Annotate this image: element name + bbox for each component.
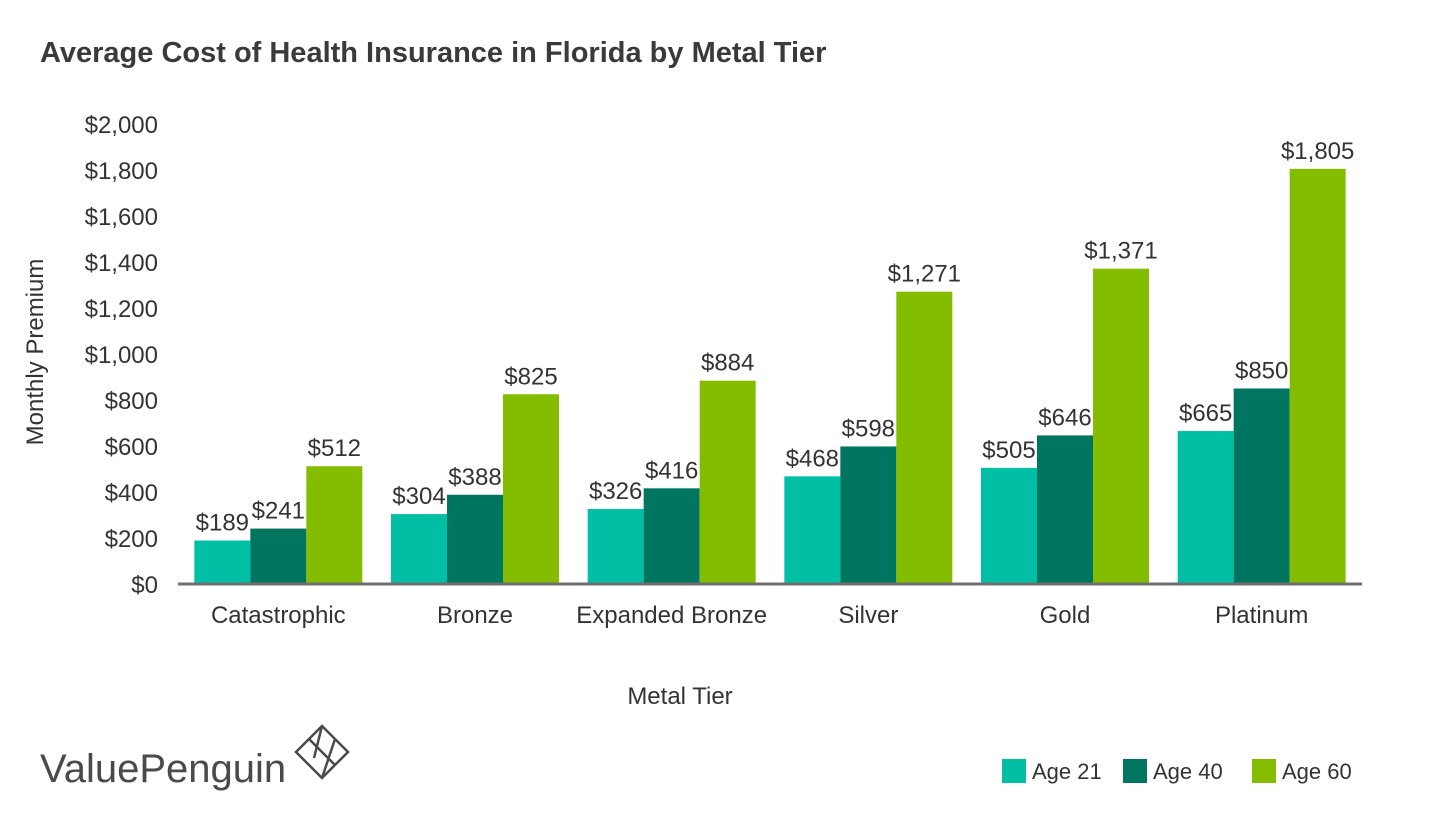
y-tick-label: $1,800: [85, 158, 158, 185]
data-label: $326: [589, 478, 642, 505]
bar: [250, 528, 307, 584]
bar: [840, 446, 897, 584]
legend-item: Age 60: [1252, 759, 1352, 784]
bar: [1233, 388, 1290, 584]
bar: [503, 394, 559, 584]
bar: [1093, 268, 1149, 584]
bar-group: [981, 268, 1149, 584]
bar: [391, 514, 447, 584]
data-label: $241: [252, 498, 305, 525]
brand-name: ValuePenguin: [40, 747, 286, 791]
data-label: $598: [842, 415, 895, 442]
data-label: $665: [1179, 400, 1232, 427]
legend-item: Age 21: [1002, 759, 1102, 784]
data-label: $884: [701, 350, 754, 377]
data-label: $850: [1235, 358, 1288, 385]
category-label: Silver: [838, 602, 898, 629]
legend-label: Age 21: [1032, 759, 1102, 784]
bar: [587, 509, 644, 584]
category-label: Expanded Bronze: [576, 602, 767, 629]
data-label: $825: [504, 363, 557, 390]
bar-groups: [194, 168, 1346, 584]
category-label: Platinum: [1215, 602, 1308, 629]
bar: [784, 476, 841, 584]
bar: [643, 488, 700, 584]
bar-group: [587, 380, 756, 584]
y-tick-label: $400: [105, 480, 158, 507]
bar: [699, 380, 756, 584]
category-label: Catastrophic: [211, 602, 346, 629]
bar: [896, 291, 953, 584]
chart-title: Average Cost of Health Insurance in Flor…: [40, 37, 826, 69]
y-tick-label: $1,000: [85, 342, 158, 369]
bar-group: [1177, 168, 1346, 584]
bar-group: [194, 466, 363, 584]
y-axis-ticks: $0 $200 $400 $600 $800 $1,000 $1,200 $1,400 $1,6…: [85, 112, 158, 599]
legend-swatch: [1252, 759, 1276, 783]
y-tick-label: $1,400: [85, 250, 158, 277]
bar: [447, 494, 503, 584]
brand-logo: ValuePenguin: [40, 724, 350, 791]
y-tick-label: $200: [105, 526, 158, 553]
category-label: Bronze: [437, 602, 513, 629]
legend-label: Age 40: [1153, 759, 1223, 784]
y-tick-label: $0: [131, 572, 158, 599]
y-tick-label: $1,200: [85, 296, 158, 323]
y-tick-label: $600: [105, 434, 158, 461]
data-label: $1,371: [1084, 238, 1157, 265]
data-label: $304: [392, 483, 445, 510]
y-tick-label: $1,600: [85, 204, 158, 231]
category-labels: Catastrophic Bronze Expanded Bronze Silver G…: [211, 602, 1308, 629]
data-label: $1,271: [888, 261, 961, 288]
bar: [1037, 435, 1093, 584]
data-label: $505: [982, 437, 1035, 464]
data-label: $416: [645, 457, 698, 484]
bar: [1177, 431, 1234, 584]
legend-item: Age 40: [1123, 759, 1223, 784]
x-axis-title: Metal Tier: [627, 683, 732, 710]
data-label: $646: [1038, 404, 1091, 431]
y-tick-label: $2,000: [85, 112, 158, 139]
data-label: $1,805: [1281, 138, 1354, 165]
legend-label: Age 60: [1282, 759, 1352, 784]
bar: [981, 467, 1037, 584]
data-label: $468: [786, 445, 839, 472]
legend-swatch: [1123, 759, 1147, 783]
data-label: $388: [448, 464, 501, 491]
y-tick-label: $800: [105, 388, 158, 415]
data-labels: $189 $241 $512 $304$388 $825 $326$416 $884 $468…: [196, 138, 1355, 537]
penguin-diamond-logo-icon: [294, 724, 350, 780]
bar-group: [391, 394, 559, 584]
y-axis-title: Monthly Premium: [22, 259, 49, 446]
bar: [194, 540, 251, 584]
bar: [1289, 168, 1346, 584]
legend-swatch: [1002, 759, 1026, 783]
data-label: $512: [308, 435, 361, 462]
legend: Age 21 Age 40 Age 60: [1002, 759, 1352, 784]
bar: [306, 466, 363, 584]
data-label: $189: [196, 510, 249, 537]
bar-group: [784, 291, 953, 584]
category-label: Gold: [1040, 602, 1091, 629]
